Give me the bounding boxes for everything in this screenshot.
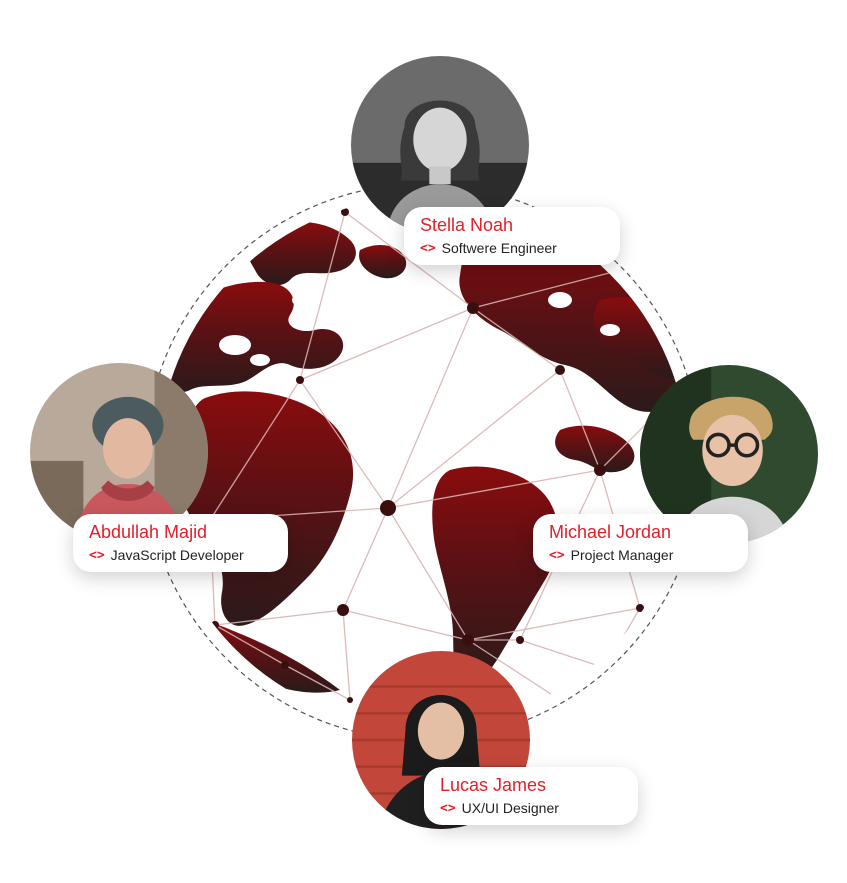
code-icon: <> <box>420 240 436 256</box>
team-card-lucas-james: Lucas James <> UX/UI Designer <box>424 767 638 825</box>
portrait-image <box>30 363 208 541</box>
member-role: Project Manager <box>570 547 674 563</box>
avatar-stella-noah <box>351 56 529 234</box>
avatar-michael-jordan <box>640 365 818 543</box>
member-name: Michael Jordan <box>549 522 672 542</box>
portrait-image <box>351 56 529 234</box>
avatar-abdullah-majid <box>30 363 208 541</box>
code-icon: <> <box>549 547 565 563</box>
portrait-image <box>640 365 818 543</box>
portrait-image <box>352 651 530 829</box>
member-name: Stella Noah <box>420 215 514 235</box>
code-icon: <> <box>440 800 456 816</box>
member-role: JavaScript Developer <box>110 547 244 563</box>
member-name: Lucas James <box>440 775 547 795</box>
team-card-michael-jordan: Michael Jordan <> Project Manager <box>533 514 748 572</box>
member-name: Abdullah Majid <box>89 522 208 542</box>
avatar-lucas-james <box>352 651 530 829</box>
team-card-abdullah-majid: Abdullah Majid <> JavaScript Developer <box>73 514 288 572</box>
code-icon: <> <box>89 547 105 563</box>
member-role: Softwere Engineer <box>441 240 557 256</box>
member-role: UX/UI Designer <box>461 800 559 816</box>
team-card-stella-noah: Stella Noah <> Softwere Engineer <box>404 207 620 265</box>
